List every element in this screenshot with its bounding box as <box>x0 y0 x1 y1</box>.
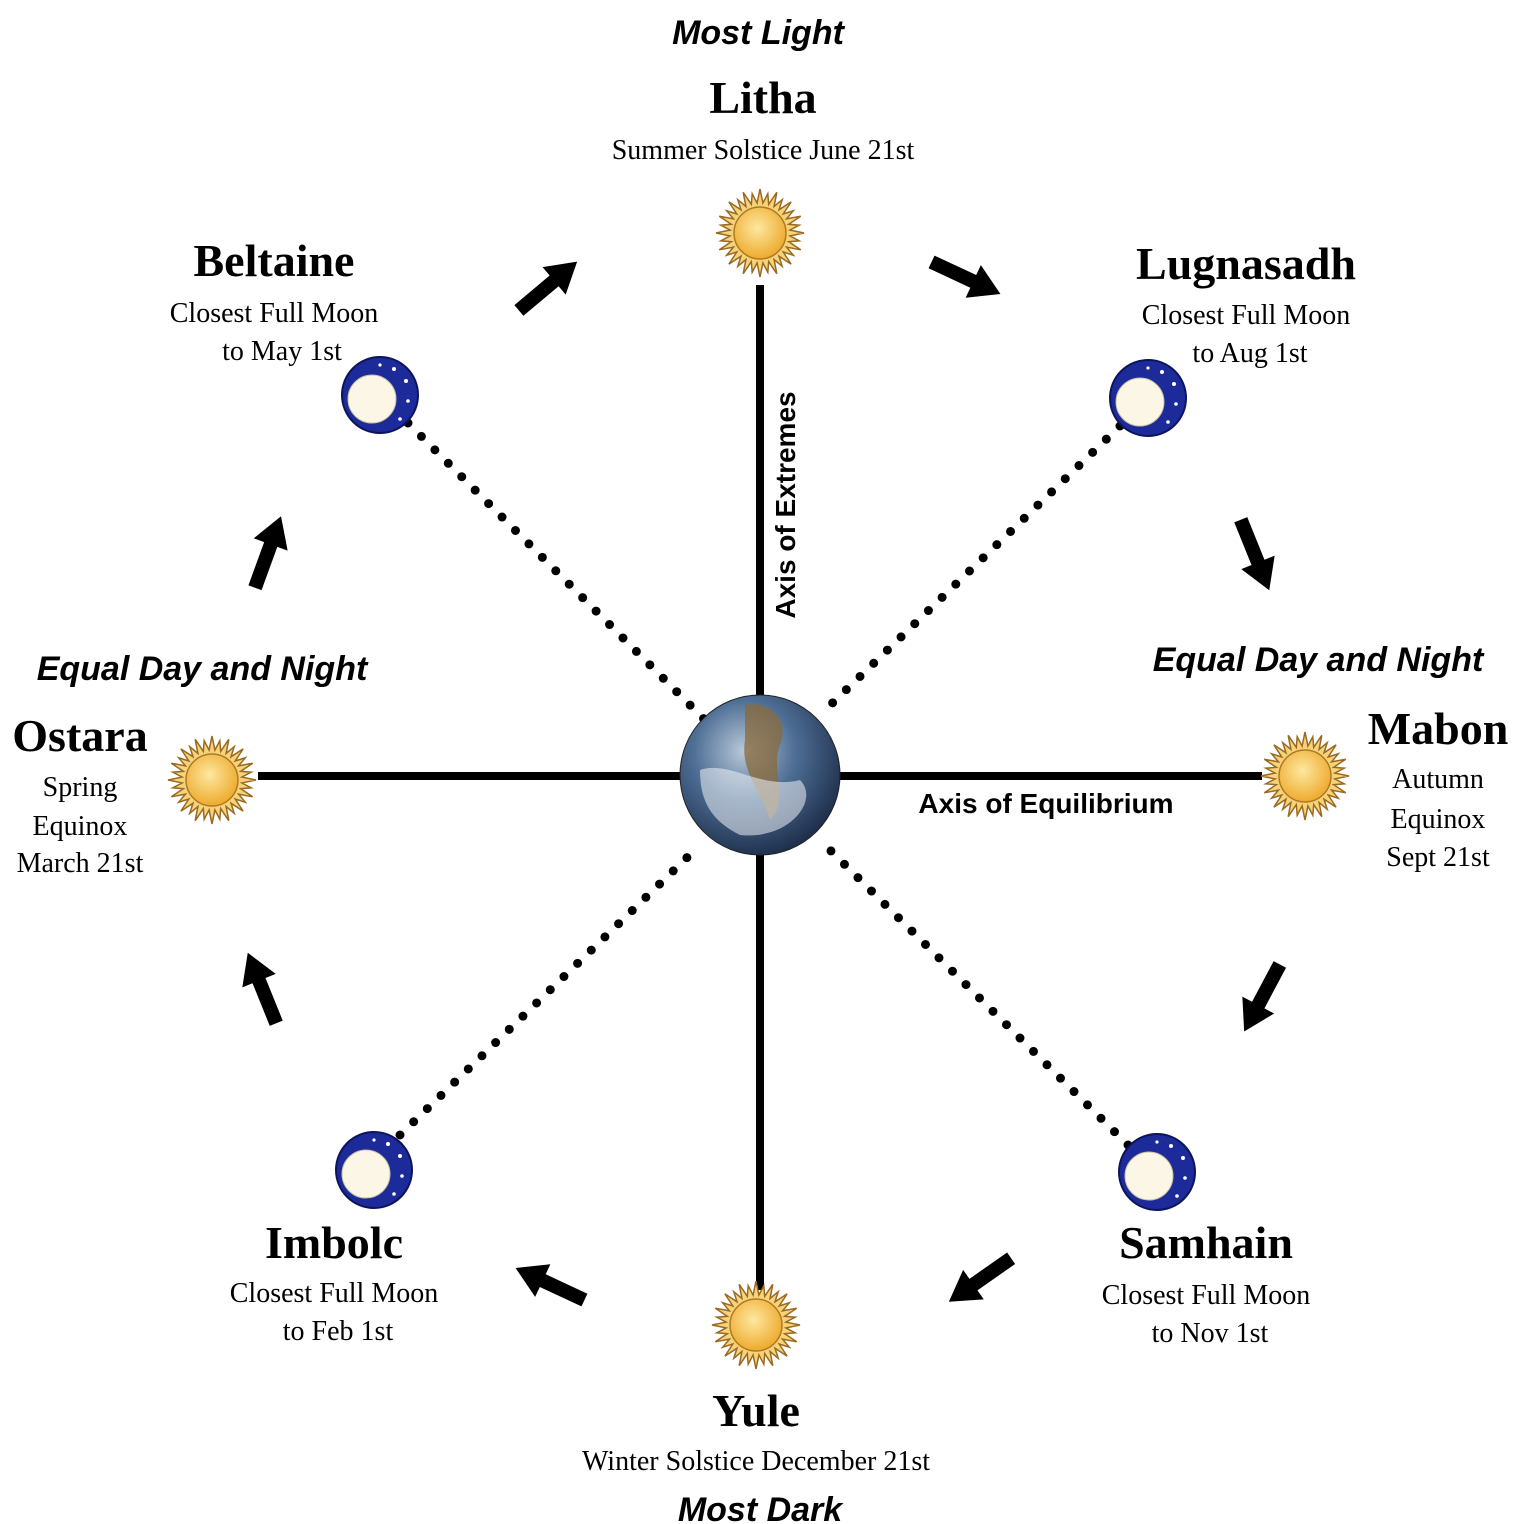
sun-icon <box>716 189 804 277</box>
node-line: to Nov 1st <box>1152 1318 1269 1349</box>
node-name: Ostara <box>12 710 147 761</box>
arrow <box>1224 513 1286 597</box>
node-line: Equinox <box>33 811 128 842</box>
arrow <box>238 510 298 594</box>
sun-icon <box>1261 732 1349 820</box>
arrow <box>924 246 1008 311</box>
moon-icon <box>336 1132 412 1208</box>
axis-label: Axis of Equilibrium <box>918 788 1173 819</box>
label: Most Dark <box>678 1491 844 1524</box>
sun-icon <box>712 1281 800 1369</box>
node-line: to Feb 1st <box>283 1316 394 1347</box>
axis-label: Axis of Extremes <box>770 391 801 618</box>
moon-icon <box>1110 360 1186 436</box>
arrow <box>939 1243 1022 1316</box>
node-line: Equinox <box>1391 804 1486 835</box>
node-name: Samhain <box>1119 1217 1293 1268</box>
node-name: Yule <box>712 1385 800 1436</box>
node-line: Closest Full Moon <box>1102 1280 1310 1311</box>
node-line: Spring <box>43 772 118 803</box>
moon-icon <box>1119 1134 1195 1210</box>
node-line: Closest Full Moon <box>170 298 378 329</box>
sun-icon <box>168 736 256 824</box>
node-name: Lugnasadh <box>1136 238 1356 289</box>
node-line: Autumn <box>1392 764 1484 795</box>
moon-icon <box>342 357 418 433</box>
node-line: Winter Solstice December 21st <box>582 1446 930 1477</box>
label: Equal Day and Night <box>1153 641 1485 679</box>
arrow <box>1228 956 1295 1040</box>
diagram: Most Light Most Dark Equal Day and Night… <box>0 0 1525 1524</box>
node-line: to May 1st <box>222 336 342 367</box>
arrow <box>508 1252 592 1317</box>
arrow <box>507 248 588 324</box>
label: Equal Day and Night <box>37 650 369 688</box>
node-name: Beltaine <box>194 235 355 286</box>
node-line: Closest Full Moon <box>230 1278 438 1309</box>
node-name: Mabon <box>1368 703 1509 754</box>
label: Most Light <box>672 14 846 52</box>
node-line: Summer Solstice June 21st <box>612 135 915 166</box>
node-line: Sept 21st <box>1386 842 1490 873</box>
node-line: Closest Full Moon <box>1142 300 1350 331</box>
node-name: Litha <box>709 72 816 123</box>
node-line: to Aug 1st <box>1192 338 1307 369</box>
node-line: March 21st <box>17 848 144 879</box>
node-name: Imbolc <box>265 1217 403 1268</box>
arrow <box>231 946 293 1030</box>
